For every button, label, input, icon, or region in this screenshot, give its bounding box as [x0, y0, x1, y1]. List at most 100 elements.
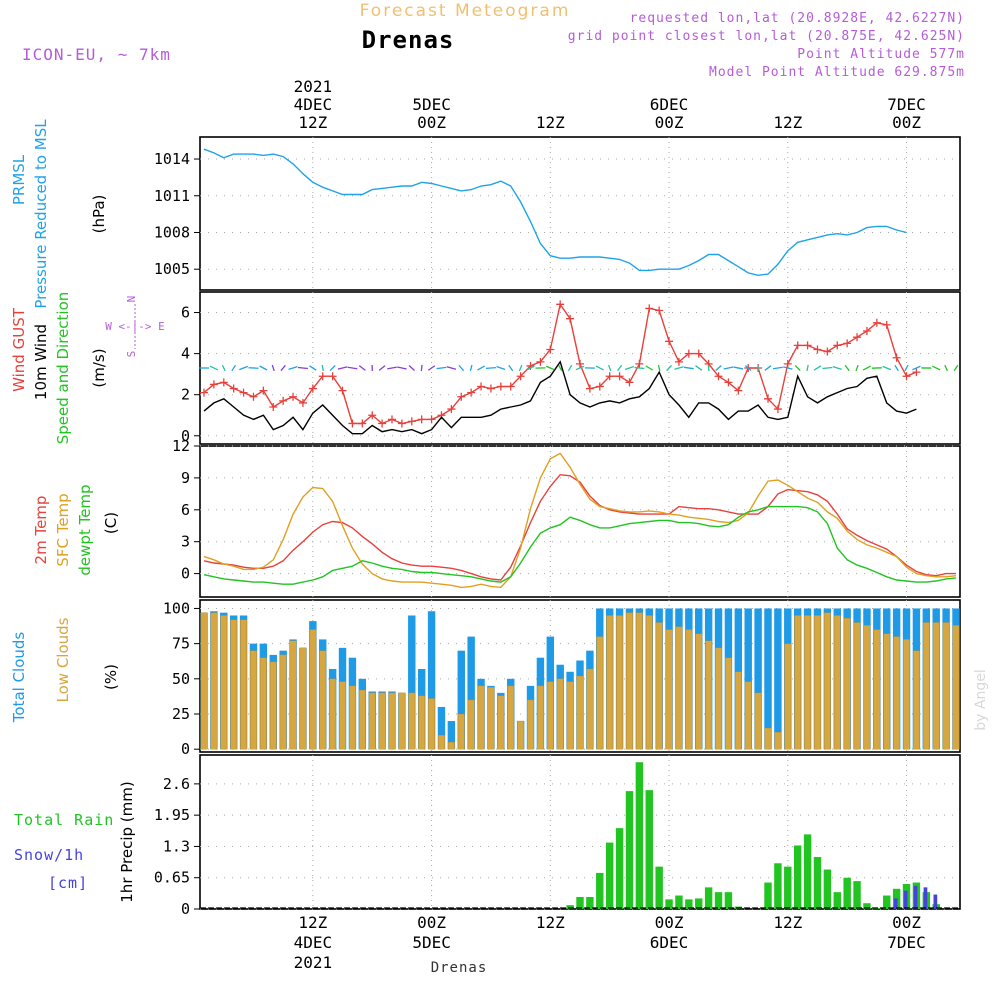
- wind-direction-arrow: [329, 364, 336, 372]
- model-label: ICON-EU, ~ 7km: [22, 45, 171, 64]
- top-date-label: 4DEC: [294, 95, 333, 114]
- wind-direction-arrow: [397, 366, 407, 370]
- gust-marker: [625, 378, 634, 387]
- snow-label: Snow/1h: [14, 846, 84, 864]
- gust-marker: [615, 372, 624, 381]
- low-cloud-bar: [744, 681, 752, 750]
- low-cloud-bar: [349, 685, 356, 750]
- total-cloud-bar: [408, 615, 416, 750]
- wind-ytick-label: 4: [181, 345, 190, 363]
- top-hour-label: 12Z: [536, 113, 565, 132]
- clouds-panel: Total Clouds Low Clouds (%) 0 25 50 75 100: [10, 599, 961, 758]
- pressure-msl-label: Pressure Reduced to MSL: [32, 119, 50, 309]
- low-cloud-bar: [586, 668, 594, 750]
- low-cloud-bar: [457, 713, 465, 750]
- rain-bar: [665, 899, 673, 909]
- total-cloud-bar: [744, 608, 752, 750]
- wind-direction-arrow: [707, 364, 710, 372]
- snow-bar: [923, 887, 928, 909]
- total-cloud-bar: [457, 650, 465, 750]
- temperature-line-dewpt-temp: [203, 505, 957, 585]
- top-hour-label: 00Z: [417, 113, 446, 132]
- top-hour-label: 00Z: [892, 113, 921, 132]
- low-cloud-bar: [863, 625, 871, 750]
- low-cloud-bar: [774, 732, 782, 750]
- low-cloud-bar: [645, 615, 653, 750]
- low-cloud-bar: [873, 629, 881, 750]
- low-cloud-bar: [655, 622, 663, 750]
- low-cloud-bar: [814, 615, 821, 750]
- gust-marker: [546, 345, 555, 354]
- total-cloud-bar: [437, 706, 446, 750]
- wind-direction-arrow: [485, 366, 496, 370]
- gust-marker: [358, 419, 367, 428]
- low-cloud-bar: [883, 633, 891, 750]
- snow-bar: [903, 890, 908, 909]
- gust-marker: [417, 415, 426, 424]
- pressure-ytick-label: 1005: [154, 260, 190, 278]
- gust-marker: [872, 318, 881, 327]
- gust-marker: [576, 359, 584, 368]
- clouds-ytick-label: 100: [163, 599, 190, 617]
- wind-direction-arrow: [387, 366, 397, 370]
- low-cloud-bar: [715, 647, 722, 750]
- temp-unit: (C): [102, 512, 120, 534]
- pressure-ytick-label: 1008: [154, 223, 190, 241]
- gust-marker: [486, 384, 495, 393]
- gust-marker: [318, 372, 327, 381]
- precipitation-ytick-label: 1.95: [154, 806, 190, 824]
- wind-direction-arrow: [321, 364, 324, 372]
- compass-north: N: [125, 296, 138, 303]
- t2m-label: 2m Temp: [32, 496, 50, 565]
- wind-direction-arrow: [209, 365, 219, 371]
- gust-marker: [477, 382, 486, 391]
- bottom-date-label: 4DEC: [294, 933, 333, 952]
- pressure-ytick-label: 1014: [154, 150, 190, 168]
- precipitation-ytick-label: 0: [181, 900, 190, 918]
- bottom-date-label: 7DEC: [887, 933, 926, 952]
- wind-direction-arrow: [518, 364, 523, 372]
- clouds-frame: [199, 599, 961, 753]
- total-cloud-bar: [754, 608, 762, 750]
- wind-unit: (m/s): [90, 348, 108, 387]
- gust-marker: [388, 415, 396, 424]
- prmsl-label: PRMSL: [10, 154, 28, 205]
- wind-direction-arrow: [715, 365, 722, 371]
- wind-direction-arrow: [617, 364, 623, 372]
- low-cloud-bar: [200, 612, 208, 750]
- rain-bar: [724, 892, 733, 909]
- gust-marker: [912, 368, 921, 377]
- dewpt-label: dewpt Temp: [76, 484, 94, 575]
- wind-direction-arrow: [931, 365, 941, 371]
- gust-marker: [457, 392, 466, 401]
- rain-bar: [714, 892, 723, 909]
- wind-direction-arrow: [607, 364, 612, 372]
- rain-bar: [625, 791, 634, 909]
- gust-marker: [308, 384, 317, 393]
- top-hour-label: 12Z: [773, 113, 802, 132]
- gust-marker: [279, 396, 288, 405]
- wind-direction-arrow: [358, 365, 366, 371]
- pressure-unit: (hPa): [90, 195, 108, 234]
- gust-marker: [635, 359, 644, 368]
- gust-marker: [269, 403, 278, 412]
- low-cloud-bar: [635, 612, 643, 750]
- bottom-hour-label: 00Z: [417, 913, 446, 932]
- gust-marker: [298, 398, 307, 407]
- gust-marker: [684, 349, 693, 358]
- wind-direction-arrow: [794, 364, 801, 372]
- footer-location: Drenas: [431, 960, 488, 976]
- gust-marker: [645, 304, 654, 313]
- low-cloud-bar: [279, 654, 287, 750]
- rain-bar: [615, 828, 624, 909]
- rain-bar: [695, 898, 703, 909]
- low-cloud-bar: [922, 622, 930, 750]
- wind-ytick-label: 6: [181, 304, 190, 322]
- wind-ytick-label: 2: [181, 386, 190, 404]
- wind-direction-arrow: [309, 365, 317, 371]
- snow-unit-label: [cm]: [48, 874, 88, 892]
- low-cloud-bar: [685, 629, 693, 750]
- low-cloud-bar: [616, 615, 623, 750]
- low-cloud-bar: [477, 685, 485, 750]
- gust-marker: [793, 341, 802, 350]
